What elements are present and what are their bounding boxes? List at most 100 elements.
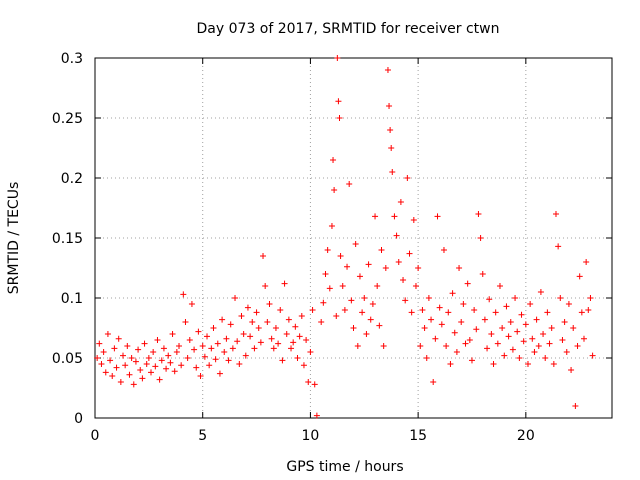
data-point xyxy=(477,235,484,241)
data-point xyxy=(169,331,176,337)
grid-lines xyxy=(95,58,612,418)
data-point xyxy=(389,169,396,175)
data-point xyxy=(499,325,506,331)
data-point xyxy=(507,319,514,325)
data-point xyxy=(165,352,172,359)
data-point xyxy=(264,319,271,325)
data-point xyxy=(335,98,342,105)
data-point xyxy=(326,285,333,292)
data-point xyxy=(331,187,338,193)
data-point xyxy=(445,309,452,316)
y-tick-label: 0.05 xyxy=(52,351,83,367)
data-point xyxy=(109,373,116,379)
data-point xyxy=(386,103,393,109)
data-point xyxy=(117,379,124,385)
data-point xyxy=(382,265,389,271)
data-point xyxy=(376,322,383,329)
data-point xyxy=(533,316,540,323)
data-point xyxy=(320,299,327,306)
data-point xyxy=(402,297,409,304)
data-point xyxy=(111,345,118,352)
data-point xyxy=(262,283,269,289)
data-point xyxy=(240,331,247,337)
data-point xyxy=(367,316,374,323)
data-point xyxy=(225,357,232,364)
axes xyxy=(94,57,613,419)
data-point xyxy=(369,301,376,307)
data-point xyxy=(436,304,443,311)
data-points xyxy=(94,55,596,419)
data-point xyxy=(279,357,286,364)
y-axis-label: SRMTID / TECUs xyxy=(6,182,22,295)
data-point xyxy=(152,363,159,370)
data-point xyxy=(529,335,536,342)
data-point xyxy=(475,211,482,217)
data-point xyxy=(535,343,542,349)
data-point xyxy=(132,358,139,365)
data-point xyxy=(107,357,114,364)
data-point xyxy=(546,340,553,347)
data-point xyxy=(290,339,297,346)
data-point xyxy=(488,331,495,337)
data-point xyxy=(298,313,305,319)
data-point xyxy=(449,290,456,297)
data-point xyxy=(94,355,101,361)
tick-labels: 0 5 10 15 20 0 0.05 0.1 0.15 0.2 0.25 0.3 xyxy=(52,51,535,444)
data-point xyxy=(395,259,402,265)
data-point xyxy=(473,326,480,333)
data-point xyxy=(540,331,547,337)
data-point xyxy=(466,337,473,343)
data-point xyxy=(503,303,510,310)
data-point xyxy=(128,355,135,361)
data-point xyxy=(126,371,133,378)
chart-title: Day 073 of 2017, SRMTID for receiver ctw… xyxy=(197,21,500,37)
data-point xyxy=(318,319,325,325)
data-point xyxy=(583,259,590,265)
data-point xyxy=(484,345,491,352)
data-point xyxy=(311,381,318,388)
data-point xyxy=(348,297,355,304)
data-point xyxy=(309,307,316,313)
data-point xyxy=(350,325,357,331)
data-point xyxy=(451,329,458,336)
data-point xyxy=(531,349,538,355)
data-point xyxy=(410,217,417,223)
data-point xyxy=(374,283,381,289)
data-point xyxy=(156,376,163,383)
data-point xyxy=(307,349,314,355)
data-point xyxy=(191,346,198,353)
data-point xyxy=(430,379,437,385)
y-tick-label: 0.25 xyxy=(52,111,83,127)
data-point xyxy=(188,301,195,307)
data-point xyxy=(391,213,398,220)
data-point xyxy=(428,316,435,323)
data-point xyxy=(555,243,562,250)
data-point xyxy=(471,307,478,313)
data-point xyxy=(404,175,411,181)
data-point xyxy=(238,313,245,319)
data-point xyxy=(548,325,555,331)
data-point xyxy=(229,345,236,352)
data-point xyxy=(300,362,307,369)
data-point xyxy=(266,301,273,307)
data-point xyxy=(268,335,275,342)
data-point xyxy=(458,319,465,325)
data-point xyxy=(234,338,241,345)
data-point xyxy=(115,335,122,342)
x-tick-label: 0 xyxy=(91,428,100,444)
data-point xyxy=(223,335,230,342)
data-point xyxy=(283,331,290,337)
data-point xyxy=(163,365,170,372)
data-point xyxy=(361,295,368,301)
data-point xyxy=(460,301,467,307)
data-point xyxy=(505,333,512,340)
data-point xyxy=(100,349,107,355)
data-point xyxy=(336,115,343,121)
data-point xyxy=(122,362,129,369)
data-point xyxy=(249,319,256,325)
data-point xyxy=(193,364,200,371)
data-point xyxy=(384,67,391,73)
data-point xyxy=(139,375,146,382)
data-point xyxy=(160,345,167,352)
data-point xyxy=(464,280,471,287)
